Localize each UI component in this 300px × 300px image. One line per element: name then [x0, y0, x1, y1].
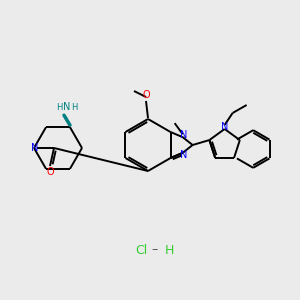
Text: N: N	[180, 150, 188, 160]
Text: N: N	[221, 122, 228, 132]
Text: N: N	[31, 143, 39, 153]
Text: H: H	[71, 103, 77, 112]
Text: N: N	[63, 102, 71, 112]
Text: H: H	[165, 244, 174, 256]
Text: H: H	[56, 103, 62, 112]
Text: O: O	[46, 167, 54, 177]
Text: Cl: Cl	[136, 244, 148, 256]
Text: –: –	[152, 244, 158, 256]
Text: N: N	[180, 130, 188, 140]
Text: O: O	[142, 90, 150, 100]
